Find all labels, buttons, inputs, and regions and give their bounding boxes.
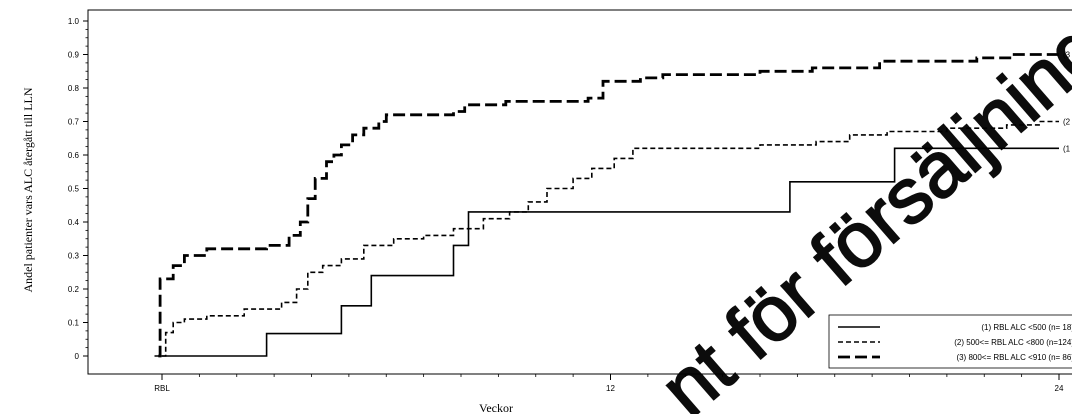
y-tick-label: 0.5 (68, 185, 80, 194)
series-layer (154, 53, 1059, 358)
y-tick-label: 0 (75, 352, 80, 361)
y-tick-label: 0.7 (68, 118, 80, 127)
legend-box (828, 314, 1072, 369)
y-tick-label: 0.6 (68, 151, 80, 160)
y-axis: 0 0.1 0.2 0.3 0.4 0.5 0.6 0.7 0.8 0.9 1.0 (68, 17, 88, 361)
y-tick-label: 0.4 (68, 218, 80, 227)
x-axis: RBL 12 24 (154, 374, 1064, 393)
legend-label-1: (1) RBL ALC <500 (n= 18) (981, 323, 1072, 332)
series-end-label-3: (3 (1063, 51, 1071, 60)
legend: (1) RBL ALC <500 (n= 18) (2) 500<= RBL AL… (828, 314, 1072, 369)
series-line-3 (158, 53, 1059, 358)
x-tick-label: 24 (1055, 384, 1064, 393)
legend-label-2: (2) 500<= RBL ALC <800 (n=124) (954, 338, 1072, 347)
y-tick-label: 0.2 (68, 285, 80, 294)
y-tick-label: 0.9 (68, 51, 80, 60)
y-tick-label: 0.3 (68, 252, 80, 261)
series-end-label-1: (1 (1063, 144, 1071, 153)
x-tick-label: 12 (606, 384, 615, 393)
series-end-label-2: (2 (1063, 118, 1071, 127)
plot-area-frame (87, 9, 1072, 375)
series-end-labels: (1 (2 (3 (1063, 51, 1071, 154)
series-line-1 (154, 147, 1059, 357)
y-axis-title: Andel patienter vars ALC återgått till L… (21, 87, 35, 292)
y-tick-label: 0.1 (68, 319, 80, 328)
y-tick-label: 0.8 (68, 84, 80, 93)
y-axis-label: Andel patienter vars ALC återgått till L… (21, 87, 35, 292)
x-tick-label: RBL (154, 384, 170, 393)
x-axis-title: Veckor (479, 401, 513, 414)
legend-label-3: (3) 800<= RBL ALC <910 (n= 86) (956, 353, 1072, 362)
y-tick-label: 1.0 (68, 17, 80, 26)
